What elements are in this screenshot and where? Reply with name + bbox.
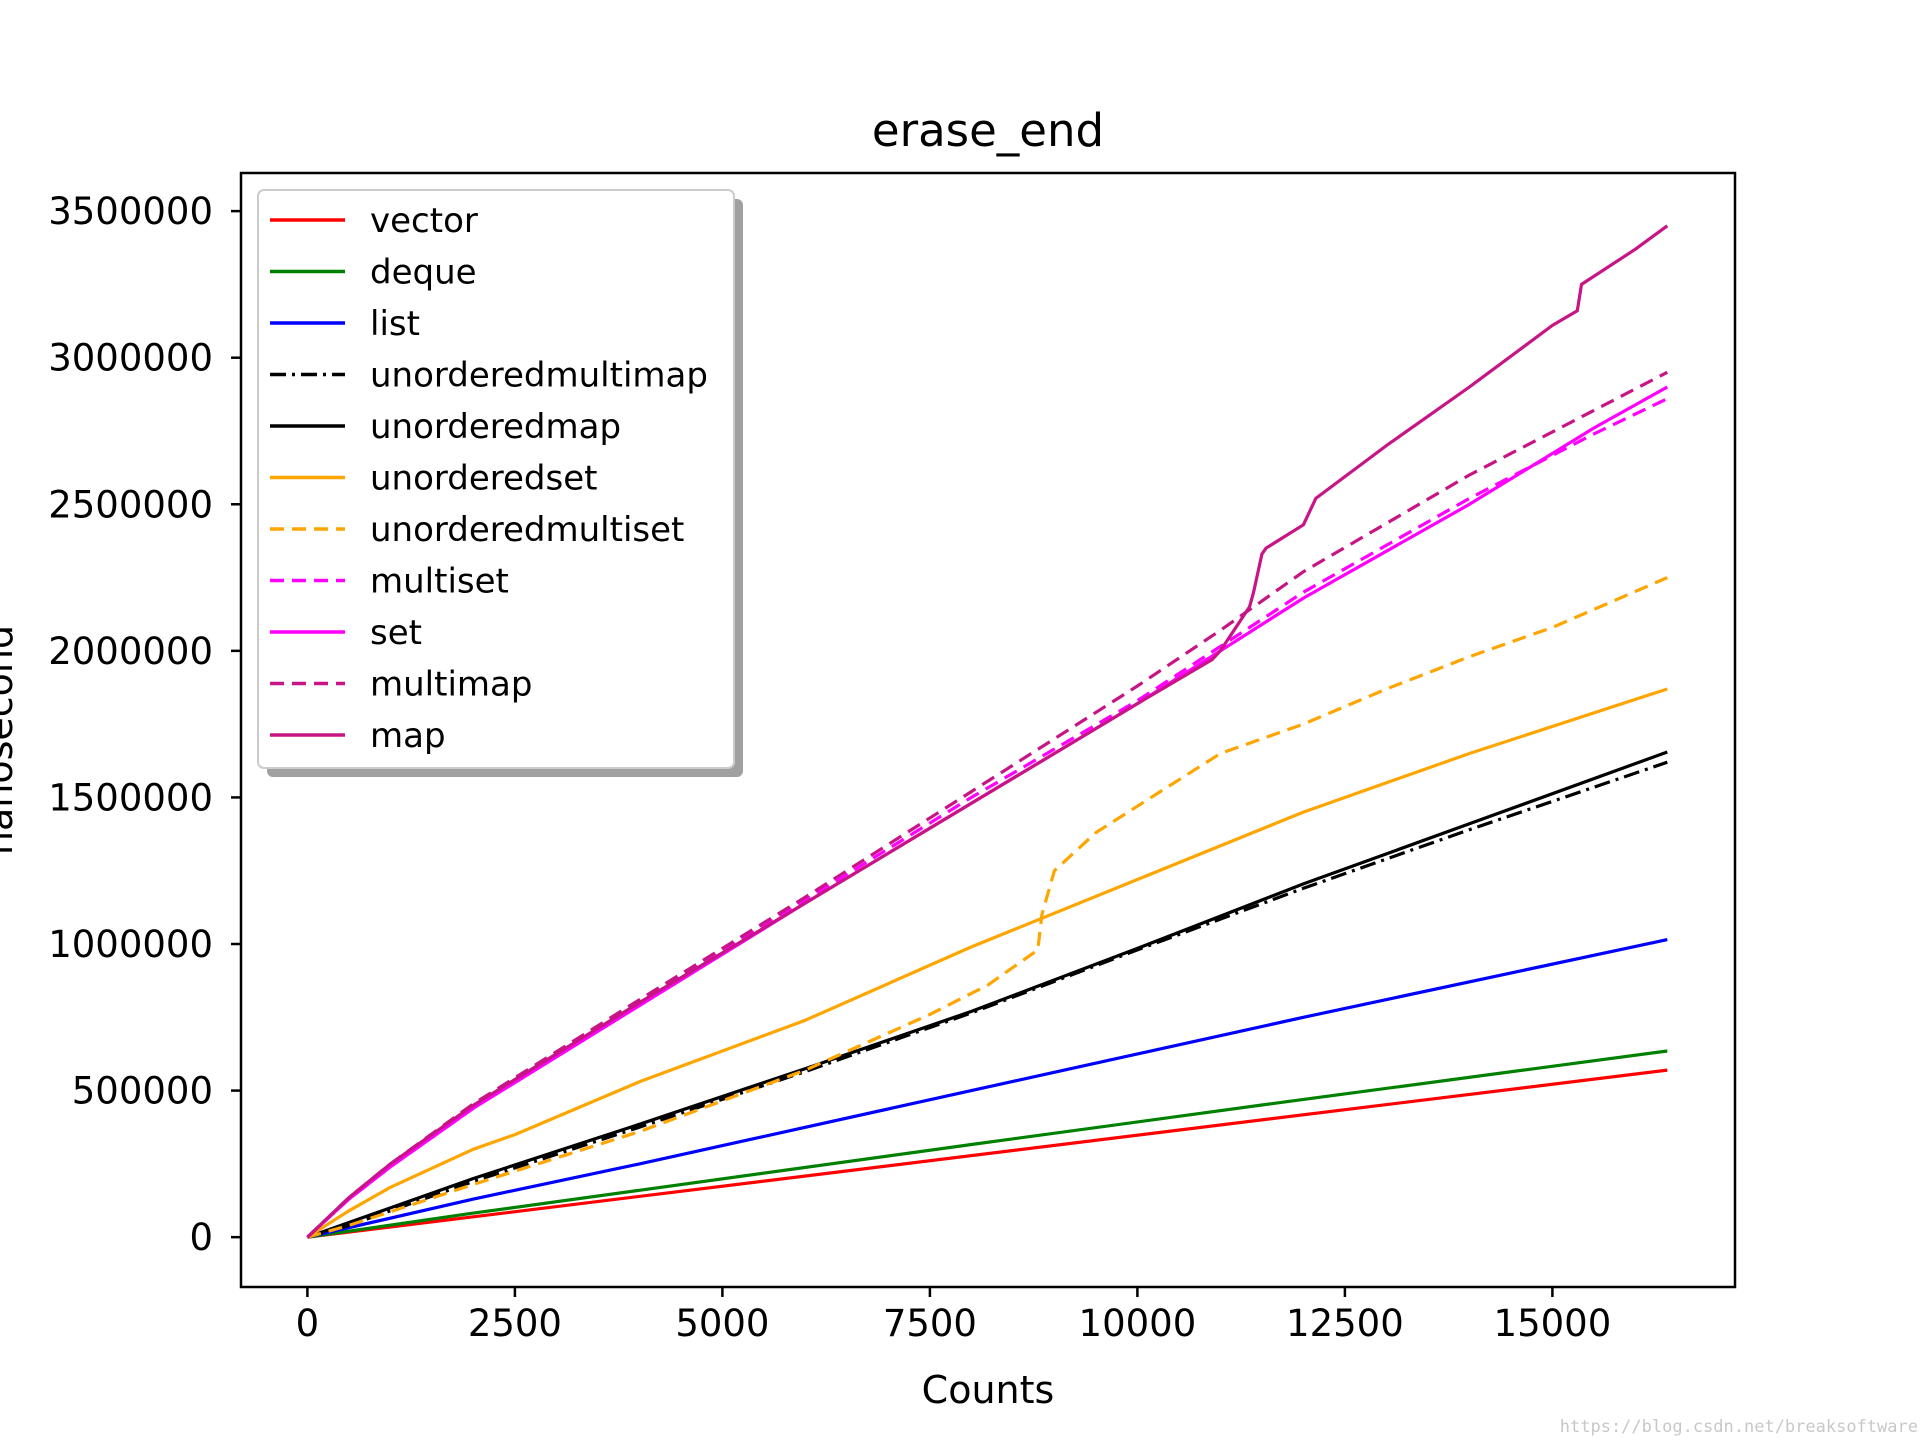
y-tick-label: 3000000 bbox=[48, 337, 213, 380]
legend-label-map: map bbox=[370, 716, 446, 756]
series-line-vector bbox=[307, 1068, 1668, 1239]
chart-title: erase_end bbox=[872, 104, 1104, 157]
x-axis-ticks: 0 2500 5000 7500 10000 12500 15000 bbox=[296, 1287, 1612, 1345]
x-tick-label: 15000 bbox=[1494, 1302, 1612, 1345]
series-line-unorderedmultiset bbox=[306, 576, 1668, 1239]
y-tick-label: 2000000 bbox=[48, 630, 213, 673]
x-tick-label: 12500 bbox=[1286, 1302, 1404, 1345]
legend-label-unorderedmap: unorderedmap bbox=[370, 407, 621, 447]
series-line-unorderedset bbox=[306, 687, 1668, 1239]
x-tick-label: 10000 bbox=[1079, 1302, 1197, 1345]
y-tick-label: 1000000 bbox=[48, 923, 213, 966]
series-line-unorderedmultimap bbox=[306, 760, 1668, 1239]
x-tick-label: 7500 bbox=[883, 1302, 977, 1345]
legend-label-unorderedset: unorderedset bbox=[370, 459, 597, 499]
series-layer bbox=[306, 224, 1669, 1239]
y-axis-label: nanosecond bbox=[0, 625, 21, 855]
x-tick-label: 2500 bbox=[468, 1302, 562, 1345]
legend-label-multiset: multiset bbox=[370, 562, 509, 602]
y-tick-label: 3500000 bbox=[48, 190, 213, 233]
y-tick-label: 0 bbox=[189, 1216, 213, 1259]
watermark: https://blog.csdn.net/breaksoftware bbox=[1560, 1417, 1918, 1437]
legend-label-unorderedmultiset: unorderedmultiset bbox=[370, 510, 684, 550]
x-axis-label: Counts bbox=[922, 1368, 1055, 1412]
legend-label-vector: vector bbox=[370, 201, 478, 241]
legend-box bbox=[257, 189, 735, 769]
legend: vector deque list unorderedmultimap unordere… bbox=[257, 189, 743, 777]
legend-label-deque: deque bbox=[370, 253, 477, 293]
x-tick-label: 0 bbox=[296, 1302, 320, 1345]
y-axis-ticks: 0 500000 1000000 1500000 2000000 2500000 30000… bbox=[48, 190, 241, 1259]
legend-label-set: set bbox=[370, 613, 422, 653]
series-line-map bbox=[306, 224, 1669, 1239]
series-line-unorderedmap bbox=[306, 750, 1668, 1239]
x-tick-label: 5000 bbox=[675, 1302, 769, 1345]
legend-label-list: list bbox=[370, 304, 420, 344]
y-tick-label: 500000 bbox=[72, 1070, 213, 1113]
y-tick-label: 1500000 bbox=[48, 776, 213, 819]
legend-label-multimap: multimap bbox=[370, 665, 532, 705]
series-line-list bbox=[307, 938, 1668, 1239]
series-line-deque bbox=[307, 1049, 1668, 1239]
legend-label-unorderedmultimap: unorderedmultimap bbox=[370, 356, 708, 396]
legend-entries: vector deque list unorderedmultimap unordere… bbox=[270, 201, 708, 756]
y-tick-label: 2500000 bbox=[48, 483, 213, 526]
